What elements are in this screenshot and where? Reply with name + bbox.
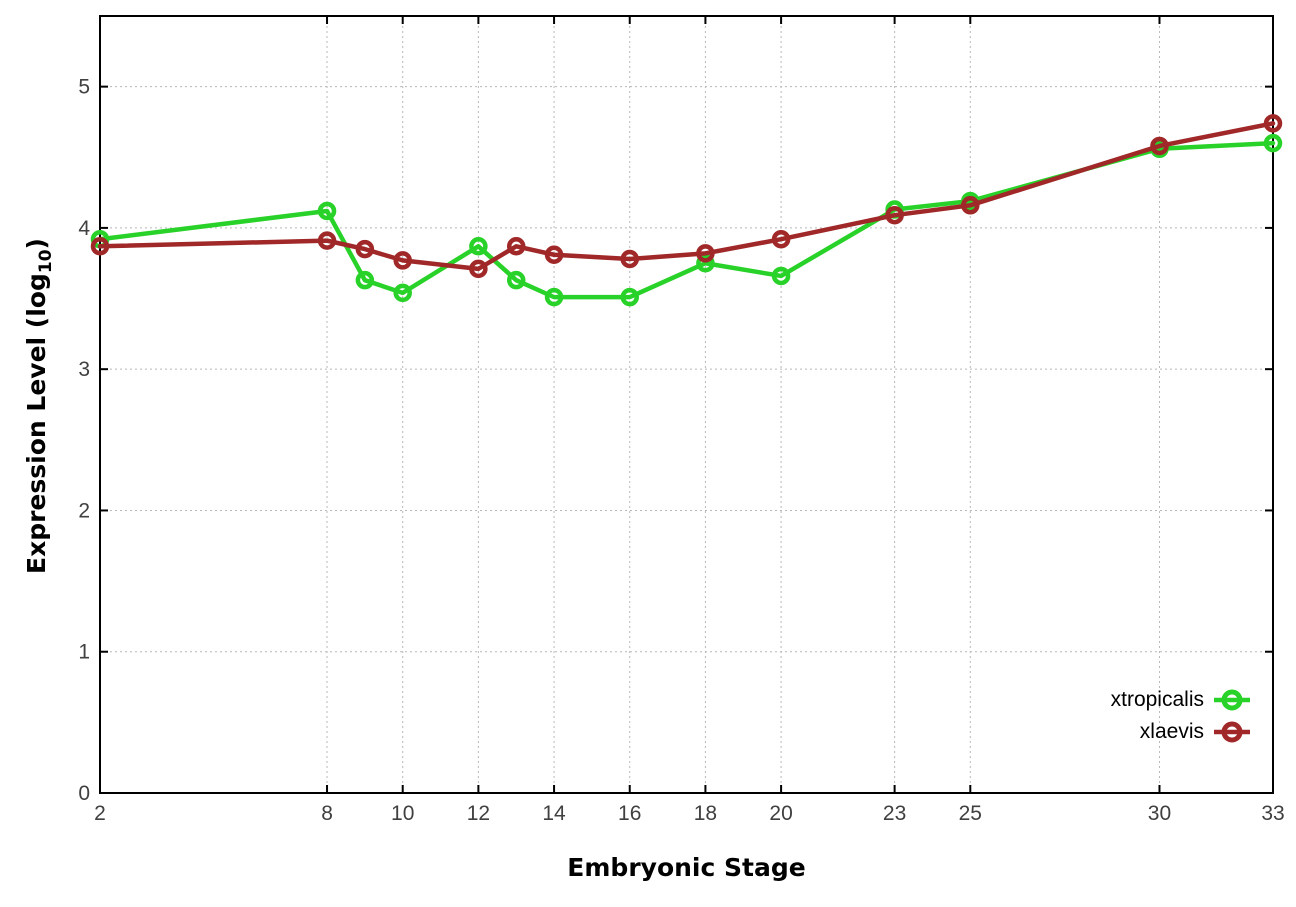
y-tick-label: 5 <box>78 76 90 99</box>
data-point-xlaevis <box>90 237 110 256</box>
y-axis-title-close: ) <box>22 238 51 250</box>
data-point-xlaevis <box>620 249 639 269</box>
x-axis-title: Embryonic Stage <box>567 853 806 882</box>
y-axis-title-text: Expression Level (log <box>22 273 51 574</box>
x-tick-label: 30 <box>1148 802 1171 825</box>
data-point-xlaevis <box>393 251 412 270</box>
legend-item-xtropicalis: xtropicalis <box>1111 686 1252 714</box>
y-tick-label: 4 <box>78 217 90 240</box>
x-tick-label: 33 <box>1261 802 1284 825</box>
data-point-xlaevis <box>885 205 904 225</box>
x-tick-label: 14 <box>542 802 566 825</box>
data-point-xtropicalis <box>1263 133 1283 153</box>
data-point-xlaevis <box>961 196 980 215</box>
data-point-xtropicalis <box>544 287 564 307</box>
data-point-xlaevis <box>1263 114 1283 133</box>
legend-item-xlaevis: xlaevis <box>1140 718 1252 746</box>
data-point-xlaevis <box>544 245 564 265</box>
line-point-marker-icon <box>1214 721 1250 743</box>
x-tick-label: 8 <box>321 802 333 825</box>
data-point-xlaevis <box>696 244 715 263</box>
plot-border <box>99 15 1274 794</box>
data-point-xtropicalis <box>620 287 639 307</box>
x-tick-label: 12 <box>467 802 490 825</box>
x-tick-label: 20 <box>769 802 792 825</box>
data-point-xlaevis <box>771 229 791 249</box>
data-point-xtropicalis <box>355 270 375 290</box>
y-tick-label: 0 <box>78 782 90 805</box>
x-tick-label: 23 <box>883 802 906 825</box>
series-line-xlaevis <box>97 121 1276 272</box>
data-point-xtropicalis <box>771 266 791 286</box>
x-tick-label: 18 <box>694 802 717 825</box>
data-point-xtropicalis <box>469 237 488 256</box>
y-axis-title-subscript: 10 <box>36 249 56 274</box>
legend: xtropicalis xlaevis <box>1111 686 1252 746</box>
data-point-xtropicalis <box>317 201 337 221</box>
y-tick-label: 3 <box>78 358 90 381</box>
legend-label: xlaevis <box>1139 720 1204 743</box>
y-tick-label: 1 <box>78 641 90 664</box>
y-tick-label: 2 <box>78 499 90 522</box>
data-point-xlaevis <box>355 239 375 259</box>
data-point-xtropicalis <box>393 283 412 303</box>
x-tick-label: 25 <box>959 802 982 825</box>
data-point-xtropicalis <box>506 270 526 290</box>
y-axis-title: Expression Level (log10) <box>22 206 56 606</box>
x-tick-label: 16 <box>618 802 641 825</box>
data-point-xlaevis <box>469 259 488 279</box>
line-point-marker-icon <box>1214 689 1250 711</box>
x-tick-label: 2 <box>94 802 106 825</box>
legend-label: xtropicalis <box>1110 688 1204 711</box>
data-point-xtropicalis <box>696 253 715 273</box>
data-point-xlaevis <box>506 237 526 256</box>
data-point-xlaevis <box>1150 136 1169 156</box>
data-point-xlaevis <box>317 231 337 250</box>
x-tick-label: 10 <box>391 802 414 825</box>
